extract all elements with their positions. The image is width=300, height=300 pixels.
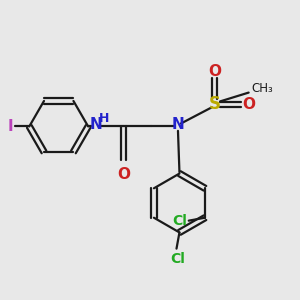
Text: S: S	[209, 95, 221, 113]
Text: O: O	[117, 167, 130, 182]
Text: O: O	[243, 97, 256, 112]
Text: O: O	[208, 64, 221, 80]
Text: I: I	[8, 119, 13, 134]
Text: Cl: Cl	[170, 253, 185, 266]
Text: N: N	[172, 117, 184, 132]
Text: CH₃: CH₃	[252, 82, 273, 95]
Text: N: N	[89, 117, 102, 132]
Text: Cl: Cl	[172, 214, 187, 228]
Text: H: H	[99, 112, 110, 125]
